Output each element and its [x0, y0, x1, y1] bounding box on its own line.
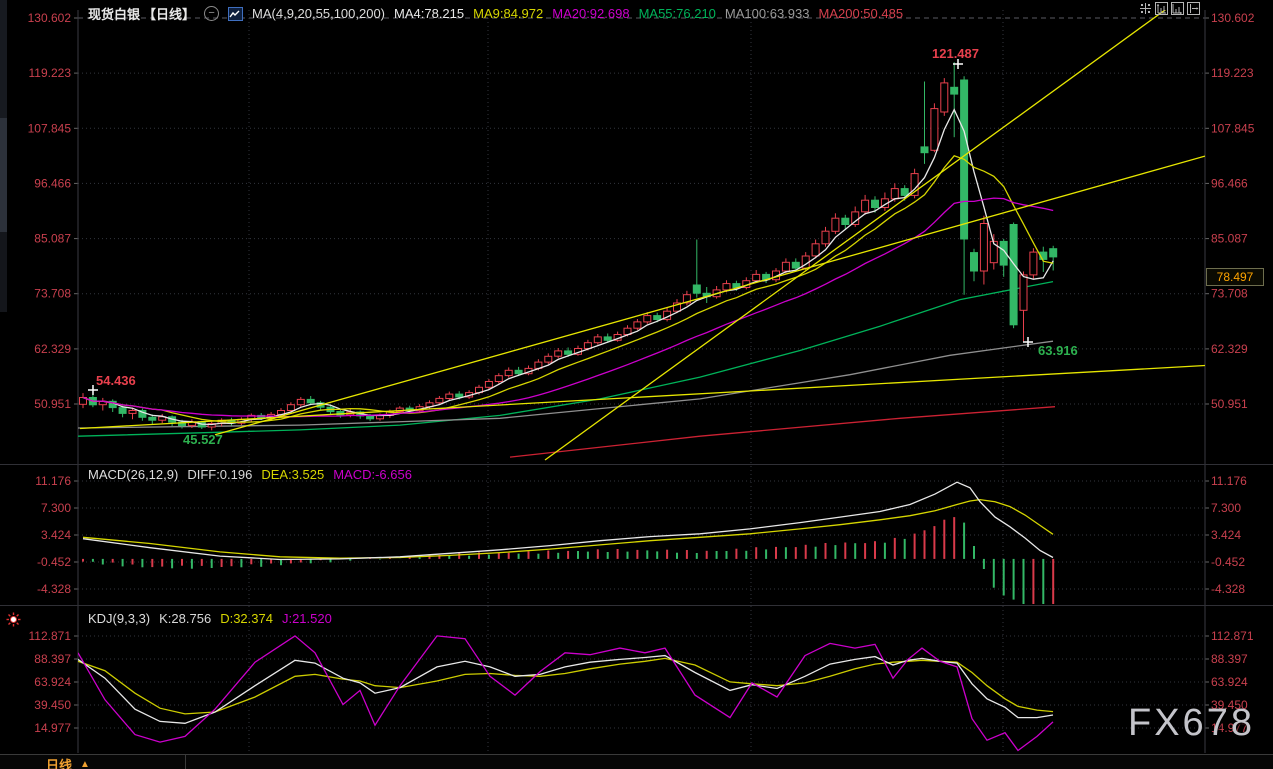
- alert-sun-icon[interactable]: [6, 612, 21, 627]
- kdj-j-value: J:21.520: [281, 611, 332, 626]
- timeframe-label[interactable]: 日线: [46, 758, 73, 769]
- timeframe-selector[interactable]: 日线 ▲: [46, 755, 90, 769]
- svg-text:54.436: 54.436: [96, 373, 136, 388]
- restore-axis-icon[interactable]: [1187, 2, 1200, 15]
- svg-text:88.397: 88.397: [34, 652, 71, 666]
- svg-text:119.223: 119.223: [1211, 66, 1254, 80]
- svg-text:73.708: 73.708: [1211, 287, 1248, 301]
- svg-text:-4.328: -4.328: [37, 582, 71, 596]
- svg-text:112.871: 112.871: [29, 629, 72, 643]
- pan-crosshair-icon[interactable]: [1139, 2, 1152, 15]
- main-chart-legend: 现货白银 【日线】 − MA(4,9,20,55,100,200) MA4:78…: [88, 4, 903, 23]
- price-annotations: 121.487 54.436 45.527 63.916: [88, 46, 1078, 447]
- svg-text:112.871: 112.871: [1211, 629, 1254, 643]
- x-axis-scale-icon[interactable]: [1171, 2, 1184, 15]
- axis-labels: 130.602 130.602 119.223 119.223 107.845 107.8…: [28, 11, 1255, 769]
- left-edge-strip-highlight[interactable]: [0, 118, 7, 232]
- ma100-value: MA100:63.933: [724, 6, 810, 21]
- svg-text:-0.452: -0.452: [37, 555, 71, 569]
- macd-diff-value: DIFF:0.196: [187, 467, 253, 482]
- ma-lines: [82, 108, 1054, 426]
- ma20-value: MA20:92.698: [552, 6, 630, 21]
- candlesticks: [79, 62, 1058, 431]
- svg-text:39.450: 39.450: [1211, 698, 1248, 712]
- svg-text:96.466: 96.466: [34, 176, 71, 190]
- svg-text:88.397: 88.397: [1211, 652, 1248, 666]
- svg-text:39.450: 39.450: [34, 698, 71, 712]
- svg-text:107.845: 107.845: [28, 121, 72, 135]
- symbol-title: 现货白银: [88, 7, 141, 22]
- svg-text:7.300: 7.300: [41, 501, 71, 515]
- time-axis-bar[interactable]: [0, 754, 1273, 769]
- macd-dea-value: DEA:3.525: [261, 467, 325, 482]
- macd-title: MACD(26,12,9): [88, 467, 179, 482]
- ma-config-label: MA(4,9,20,55,100,200): [252, 6, 386, 21]
- kdj-k-value: K:28.756: [159, 611, 212, 626]
- period-title: 【日线】: [143, 7, 196, 22]
- svg-text:121.487: 121.487: [932, 46, 979, 61]
- svg-text:11.176: 11.176: [35, 474, 71, 488]
- macd-legend: MACD(26,12,9) DIFF:0.196 DEA:3.525 MACD:…: [88, 467, 412, 482]
- svg-text:62.329: 62.329: [1211, 342, 1248, 356]
- ma4-value: MA4:78.215: [394, 6, 465, 21]
- ma9-value: MA9:84.972: [473, 6, 544, 21]
- svg-text:50.951: 50.951: [1211, 397, 1248, 411]
- footer-divider: [185, 754, 186, 769]
- fx678-watermark: FX678: [1128, 702, 1255, 744]
- ma55-value: MA55:76.210: [638, 6, 716, 21]
- left-edge-strip-lower: [0, 232, 7, 312]
- svg-text:63.924: 63.924: [34, 675, 71, 689]
- last-price-badge: 78.497: [1206, 268, 1264, 286]
- kdj-d-value: D:32.374: [220, 611, 273, 626]
- svg-text:45.527: 45.527: [183, 432, 223, 447]
- kdj-panel: [78, 635, 1054, 752]
- kdj-legend: KDJ(9,3,3) K:28.756 D:32.374 J:21.520: [88, 611, 332, 626]
- svg-text:14.977: 14.977: [1211, 721, 1248, 735]
- svg-text:85.087: 85.087: [1211, 232, 1248, 246]
- mini-chart-icon[interactable]: [228, 6, 244, 21]
- svg-text:73.708: 73.708: [34, 287, 71, 301]
- svg-text:130.602: 130.602: [1211, 11, 1255, 25]
- svg-text:63.916: 63.916: [1038, 343, 1078, 358]
- left-edge-strip: [0, 0, 7, 118]
- macd-macd-value: MACD:-6.656: [333, 467, 412, 482]
- svg-text:119.223: 119.223: [29, 66, 72, 80]
- svg-text:130.602: 130.602: [28, 11, 72, 25]
- svg-text:3.424: 3.424: [1211, 528, 1241, 542]
- svg-text:62.329: 62.329: [34, 342, 71, 356]
- svg-text:3.424: 3.424: [41, 528, 71, 542]
- svg-text:96.466: 96.466: [1211, 176, 1248, 190]
- svg-text:50.951: 50.951: [34, 397, 71, 411]
- svg-text:107.845: 107.845: [1211, 121, 1255, 135]
- collapse-indicator-icon[interactable]: −: [204, 6, 220, 21]
- svg-text:11.176: 11.176: [1211, 474, 1247, 488]
- kdj-title: KDJ(9,3,3): [88, 611, 151, 626]
- timeframe-arrow-icon[interactable]: ▲: [80, 759, 90, 769]
- macd-panel: [82, 481, 1055, 604]
- chart-toolbar: [1139, 2, 1200, 15]
- svg-text:-0.452: -0.452: [1211, 555, 1245, 569]
- svg-text:14.977: 14.977: [34, 721, 71, 735]
- svg-text:-4.328: -4.328: [1211, 582, 1245, 596]
- ma200-value: MA200:50.485: [818, 6, 904, 21]
- grid: [0, 10, 1273, 758]
- svg-text:85.087: 85.087: [34, 232, 71, 246]
- svg-text:7.300: 7.300: [1211, 501, 1241, 515]
- svg-text:63.924: 63.924: [1211, 675, 1248, 689]
- main-price-panel: [78, 10, 1205, 461]
- y-axis-scale-icon[interactable]: [1155, 2, 1168, 15]
